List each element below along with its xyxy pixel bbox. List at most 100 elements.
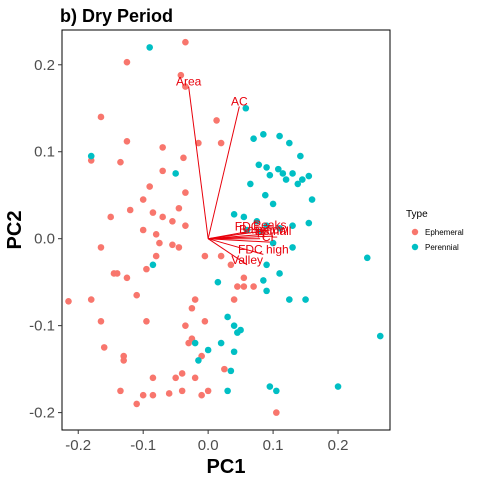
point-ephemeral (240, 274, 248, 282)
loading-arrow-cf (208, 238, 270, 243)
point-perennial (263, 287, 270, 295)
plot-panel (61, 29, 391, 431)
x-tick-label: 0.1 (263, 437, 284, 454)
point-perennial (260, 131, 267, 138)
loading-arrow-area (188, 86, 209, 239)
point-ephemeral (217, 139, 225, 147)
loading-label-cf: CF (262, 230, 278, 244)
point-ephemeral (227, 261, 235, 269)
point-perennial (289, 170, 296, 177)
y-tick-label: -0.2 (29, 405, 55, 422)
point-ephemeral (195, 139, 202, 147)
point-ephemeral (175, 204, 183, 212)
point-ephemeral (110, 270, 118, 277)
point-ephemeral (234, 283, 241, 290)
y-axis-ticks: -0.2 -0.1 0.0 0.1 0.2 (29, 57, 62, 422)
point-perennial (224, 313, 231, 321)
point-perennial (286, 139, 293, 147)
point-ephemeral (182, 222, 189, 229)
point-perennial (294, 180, 302, 188)
loading-label-dsmall: Dsmall (255, 224, 292, 238)
point-ephemeral (165, 390, 173, 397)
point-ephemeral (123, 138, 131, 145)
point-ephemeral (185, 339, 192, 347)
x-axis-title: PC1 (207, 456, 246, 478)
legend-title: Type (406, 209, 428, 220)
point-ephemeral (230, 296, 238, 303)
point-ephemeral (123, 274, 131, 282)
point-perennial (269, 239, 277, 247)
point-ephemeral (139, 226, 147, 234)
point-perennial (146, 44, 153, 51)
loading-arrow-fdc-high (208, 238, 264, 255)
point-ephemeral (117, 158, 124, 166)
point-perennial (363, 254, 371, 262)
point-ephemeral (126, 206, 134, 214)
point-ephemeral (146, 183, 153, 190)
point-perennial (191, 339, 199, 347)
point-ephemeral (169, 241, 176, 249)
point-ephemeral (139, 391, 147, 399)
x-tick-label: 0.0 (198, 437, 219, 454)
point-perennial (276, 224, 283, 232)
point-perennial (255, 161, 263, 169)
point-ephemeral (201, 252, 209, 260)
point-ephemeral (191, 374, 199, 382)
point-perennial (282, 176, 290, 183)
legend-key-perennial (411, 243, 419, 251)
legend: Type Ephemeral Perennial (406, 209, 464, 252)
point-perennial (234, 329, 241, 336)
point-ephemeral (97, 318, 105, 325)
point-perennial (274, 165, 282, 173)
y-tick-label: 0.0 (34, 231, 55, 248)
legend-label-ephemeral: Ephemeral (425, 228, 464, 237)
point-perennial (302, 296, 309, 303)
point-ephemeral (191, 296, 199, 303)
point-ephemeral (273, 409, 280, 416)
point-perennial (204, 346, 212, 354)
loading-label-fdc-high: FDC high (238, 242, 289, 256)
point-ephemeral (182, 38, 189, 46)
point-perennial (286, 296, 293, 303)
point-perennial (172, 170, 179, 177)
point-ephemeral (120, 357, 128, 364)
point-ephemeral (159, 144, 166, 151)
point-ephemeral (188, 304, 196, 312)
y-tick-label: -0.1 (29, 318, 55, 335)
point-perennial (242, 104, 250, 112)
point-ephemeral (87, 296, 95, 303)
point-ephemeral (139, 196, 147, 203)
point-ephemeral (97, 113, 105, 121)
point-ephemeral (178, 387, 186, 395)
point-perennial (334, 383, 342, 390)
point-perennial (263, 222, 270, 229)
loading-arrow-valley (207, 238, 248, 266)
point-ephemeral (133, 400, 140, 408)
point-ephemeral (204, 387, 212, 395)
point-ephemeral (182, 322, 189, 329)
loading-label-ti: TI (255, 227, 266, 241)
point-perennial (217, 339, 225, 347)
point-perennial (87, 152, 95, 160)
point-ephemeral (198, 391, 205, 399)
point-ephemeral (201, 318, 209, 325)
y-axis-title: PC2 (4, 211, 26, 250)
point-ephemeral (100, 344, 108, 351)
point-perennial (276, 132, 283, 140)
point-ephemeral (152, 252, 160, 260)
point-ephemeral (65, 298, 72, 305)
point-ephemeral (123, 58, 131, 66)
point-ephemeral (143, 318, 150, 325)
point-perennial (263, 261, 270, 269)
loading-label-valley: Valley (231, 253, 263, 267)
point-perennial (297, 152, 304, 160)
point-perennial (273, 387, 280, 395)
point-ephemeral (149, 374, 157, 382)
point-perennial (230, 348, 238, 356)
point-perennial (247, 180, 254, 188)
point-perennial (289, 222, 296, 229)
point-perennial (276, 270, 283, 277)
point-ephemeral (175, 244, 183, 251)
